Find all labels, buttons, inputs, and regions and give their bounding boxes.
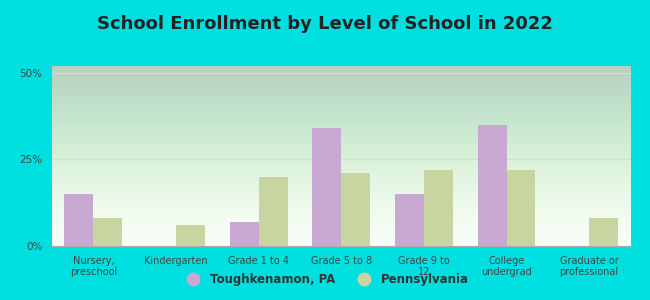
Bar (64, 194, 94, 246)
Bar (506, 170, 536, 246)
Bar (176, 225, 205, 246)
Bar (341, 173, 370, 246)
Bar (94, 218, 122, 246)
Bar (395, 194, 424, 246)
Bar (589, 218, 618, 246)
Bar (229, 222, 259, 246)
Bar (259, 177, 287, 246)
Bar (312, 128, 341, 246)
Bar (424, 170, 453, 246)
Bar (478, 125, 506, 246)
Text: School Enrollment by Level of School in 2022: School Enrollment by Level of School in … (97, 15, 553, 33)
Legend: Toughkenamon, PA, Pennsylvania: Toughkenamon, PA, Pennsylvania (176, 269, 474, 291)
